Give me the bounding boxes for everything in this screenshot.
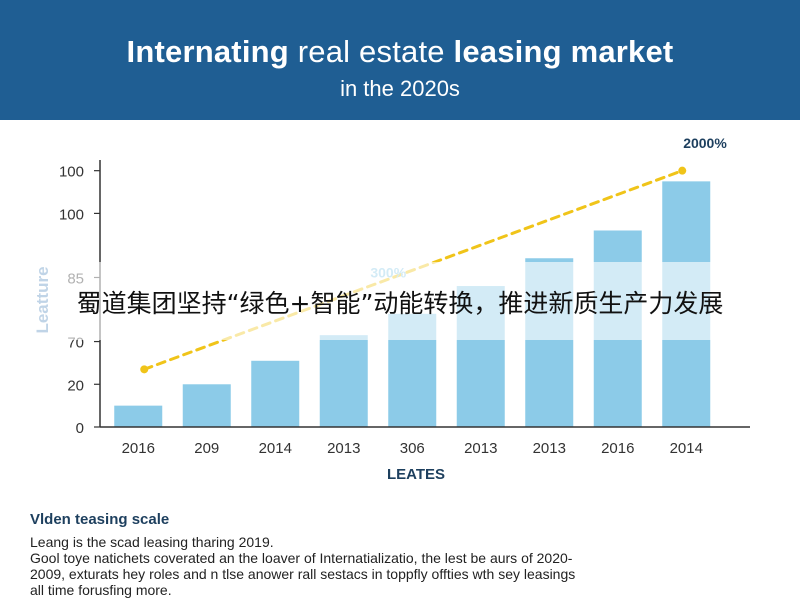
header-banner: Internating real estate leasing market i… — [0, 0, 800, 120]
footer-line-2: Gool toye natichets coverated an the loa… — [30, 550, 573, 566]
x-tick-label-1: 209 — [194, 440, 219, 457]
footer-line-3: 2009, exturats hey roles and n tlse anow… — [30, 566, 576, 582]
x-tick-label-0: 2016 — [122, 440, 155, 457]
x-tick-label-3: 2013 — [327, 440, 360, 457]
title-part-2: real estate — [297, 34, 445, 69]
y-tick-label-4: 100 — [59, 206, 84, 223]
trend-annotation-1: 2000% — [683, 135, 727, 151]
y-tick-label-5: 100 — [59, 164, 84, 181]
bar-3 — [319, 335, 368, 427]
title-part-1: Internating — [126, 34, 289, 69]
x-tick-label-6: 2013 — [533, 440, 566, 457]
bar-0 — [114, 405, 163, 427]
y-tick-label-0: 0 — [76, 420, 84, 437]
caption-band — [0, 262, 800, 340]
x-tick-label-7: 2016 — [601, 440, 634, 457]
trend-start-point — [140, 365, 149, 374]
footer-heading: Vlden teasing scale — [30, 511, 170, 528]
footer-line-4: all time forusfing more. — [30, 582, 172, 598]
x-tick-label-2: 2014 — [259, 440, 292, 457]
x-axis-label: LEATES — [387, 466, 445, 483]
footer-line-1: Leang is the scad leasing tharing 2019. — [30, 534, 274, 550]
page-subtitle: in the 2020s — [340, 76, 460, 101]
x-tick-label-8: 2014 — [670, 440, 703, 457]
caption-overlay: 蜀道集团坚持“绿色+智能”动能转换，推进新质生产力发展 — [76, 289, 724, 318]
x-tick-label-4: 306 — [400, 440, 425, 457]
title-part-3: leasing market — [453, 34, 674, 69]
page-title: Internating real estate leasing market — [0, 34, 800, 70]
bar-2 — [251, 360, 300, 427]
x-tick-label-5: 2013 — [464, 440, 497, 457]
bar-1 — [182, 384, 231, 427]
trend-end-point — [678, 166, 687, 175]
y-tick-label-1: 20 — [67, 377, 84, 394]
